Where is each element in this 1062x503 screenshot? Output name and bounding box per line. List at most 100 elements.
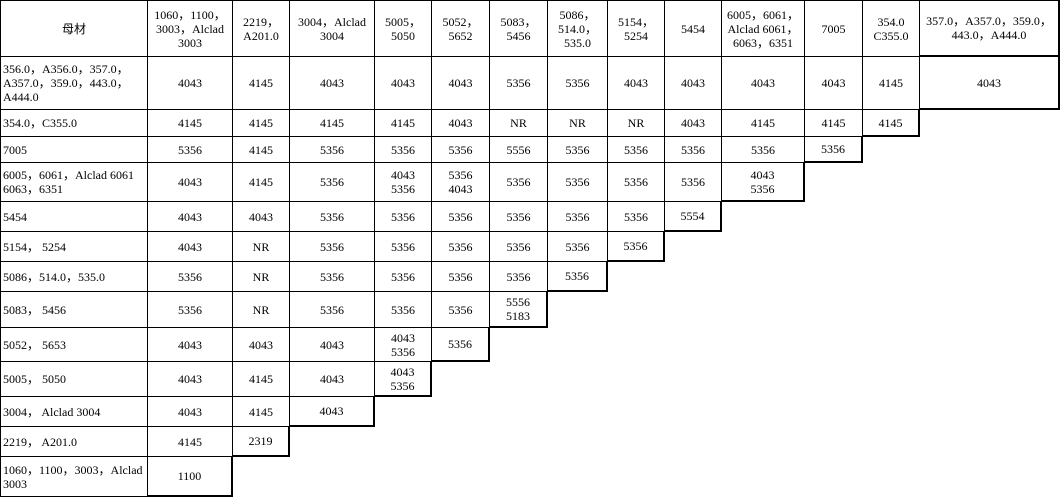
value-cell: 4043 xyxy=(233,202,290,232)
value-cell: 4043 xyxy=(722,57,805,110)
value-cell: 4145 xyxy=(148,110,233,137)
header-cell: 5086，514.0，535.0 xyxy=(548,0,608,57)
value-cell: 5356 xyxy=(432,292,490,328)
row-label: 6005，6061，Alclad 6061 6063，6351 xyxy=(0,163,148,202)
value-cell: NR xyxy=(490,110,548,137)
value-cell: 1100 xyxy=(148,457,233,497)
value-cell: 5554 xyxy=(665,202,722,232)
value-cell: NR xyxy=(608,110,665,137)
header-cell: 357.0，A357.0，359.0，443.0，A444.0 xyxy=(920,0,1060,57)
row-label: 5005， 5050 xyxy=(0,362,148,397)
value-cell: 5356 xyxy=(490,163,548,202)
value-cell: 5356 xyxy=(490,57,548,110)
value-cell: 4145 xyxy=(233,397,290,427)
header-cell: 5005，5050 xyxy=(375,0,432,57)
value-cell: 5356 xyxy=(148,292,233,328)
value-cell: 5356 xyxy=(290,262,375,292)
value-cell: 5356 xyxy=(490,232,548,262)
value-cell: 5356 xyxy=(432,137,490,163)
value-cell: 5556 xyxy=(490,137,548,163)
value-cell: 5356 xyxy=(490,262,548,292)
value-cell: 5556 5183 xyxy=(490,292,548,328)
value-cell: 5356 xyxy=(548,262,608,292)
value-cell: 4043 xyxy=(665,110,722,137)
value-cell: 5356 xyxy=(290,202,375,232)
value-cell: 4145 xyxy=(148,427,233,457)
row-label: 3004， Alclad 3004 xyxy=(0,397,148,427)
value-cell: 5356 xyxy=(608,137,665,163)
value-cell: 4145 xyxy=(233,137,290,163)
row-label: 5454 xyxy=(0,202,148,232)
value-cell: 4043 xyxy=(148,397,233,427)
header-cell: 5052，5652 xyxy=(432,0,490,57)
value-cell: NR xyxy=(233,232,290,262)
header-cell: 1060，1100，3003，Alclad 3003 xyxy=(148,0,233,57)
header-cell: 7005 xyxy=(805,0,863,57)
row-label: 5086，514.0，535.0 xyxy=(0,262,148,292)
value-cell: 4043 xyxy=(608,57,665,110)
header-cell: 354.0 C355.0 xyxy=(863,0,920,57)
row-label: 356.0，A356.0，357.0，A357.0，359.0，443.0，A4… xyxy=(0,57,148,110)
row-label: 354.0，C355.0 xyxy=(0,110,148,137)
value-cell: 4043 xyxy=(432,110,490,137)
value-cell: 5356 xyxy=(375,202,432,232)
value-cell: 5356 xyxy=(432,202,490,232)
value-cell: 4043 xyxy=(148,57,233,110)
header-cell: 5083，5456 xyxy=(490,0,548,57)
value-cell: 5356 xyxy=(490,202,548,232)
header-cell: 6005，6061，Alclad 6061，6063，6351 xyxy=(722,0,805,57)
value-cell: 5356 xyxy=(432,328,490,362)
value-cell: 4043 xyxy=(233,328,290,362)
value-cell: 4043 5356 xyxy=(375,328,432,362)
value-cell: 4043 xyxy=(290,397,375,427)
value-cell: 4145 xyxy=(233,362,290,397)
value-cell: 5356 xyxy=(375,232,432,262)
value-cell: 5356 xyxy=(608,163,665,202)
value-cell: 4043 xyxy=(805,57,863,110)
value-cell: 4145 xyxy=(722,110,805,137)
value-cell: 4043 xyxy=(920,57,1060,110)
value-cell: NR xyxy=(233,262,290,292)
value-cell: 5356 xyxy=(375,137,432,163)
value-cell: 4145 xyxy=(233,110,290,137)
value-cell: 4145 xyxy=(805,110,863,137)
value-cell: 5356 xyxy=(432,232,490,262)
value-cell: 5356 xyxy=(548,57,608,110)
row-label: 7005 xyxy=(0,137,148,163)
value-cell: 4145 xyxy=(290,110,375,137)
value-cell: 4145 xyxy=(863,110,920,137)
value-cell: 5356 xyxy=(548,232,608,262)
value-cell: 5356 xyxy=(148,137,233,163)
value-cell: 4043 xyxy=(290,328,375,362)
header-cell: 5454 xyxy=(665,0,722,57)
row-label: 5083， 5456 xyxy=(0,292,148,328)
value-cell: 5356 xyxy=(548,163,608,202)
row-label: 5154， 5254 xyxy=(0,232,148,262)
value-cell: 4043 xyxy=(148,328,233,362)
value-cell: 4043 5356 xyxy=(375,362,432,397)
value-cell: 5356 xyxy=(608,232,665,262)
value-cell: 4145 xyxy=(233,57,290,110)
value-cell: 4043 xyxy=(148,163,233,202)
value-cell: 4043 xyxy=(375,57,432,110)
header-cell: 3004，Alclad 3004 xyxy=(290,0,375,57)
value-cell: 5356 xyxy=(148,262,233,292)
value-cell: 4043 5356 xyxy=(375,163,432,202)
value-cell: 5356 xyxy=(432,262,490,292)
value-cell: 5356 4043 xyxy=(432,163,490,202)
value-cell: 5356 xyxy=(375,262,432,292)
value-cell: 5356 xyxy=(608,202,665,232)
value-cell: 5356 xyxy=(290,232,375,262)
value-cell: 5356 xyxy=(548,137,608,163)
row-label: 5052， 5653 xyxy=(0,328,148,362)
row-label: 1060，1100，3003，Alclad 3003 xyxy=(0,457,148,497)
value-cell: 5356 xyxy=(548,202,608,232)
header-cell: 2219，A201.0 xyxy=(233,0,290,57)
value-cell: 5356 xyxy=(290,292,375,328)
value-cell: 4043 xyxy=(148,232,233,262)
value-cell: 4043 xyxy=(432,57,490,110)
value-cell: 4043 5356 xyxy=(722,163,805,202)
value-cell: 5356 xyxy=(290,137,375,163)
value-cell: 5356 xyxy=(805,137,863,163)
